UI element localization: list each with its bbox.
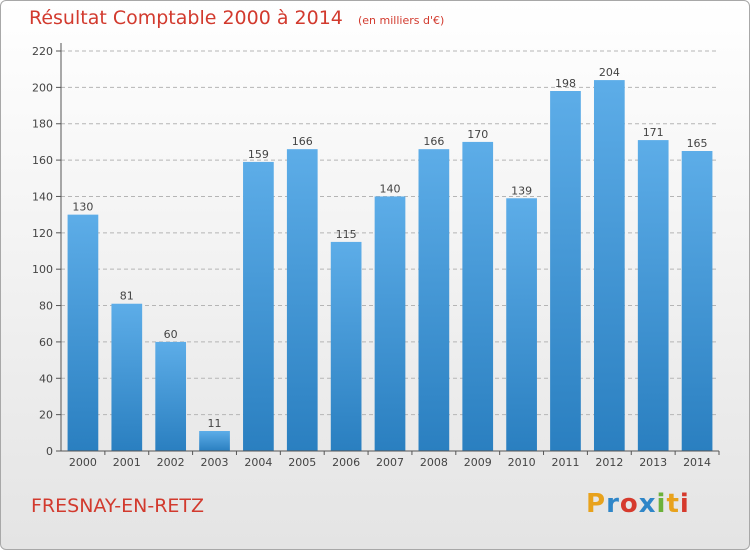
- data-label: 170: [467, 128, 488, 141]
- y-tick-label: 60: [39, 336, 53, 349]
- bar: [462, 141, 494, 451]
- x-tick-label: 2009: [464, 456, 492, 469]
- data-label: 166: [423, 135, 444, 148]
- x-tick-label: 2012: [595, 456, 623, 469]
- commune-name: FRESNAY-EN-RETZ: [31, 495, 205, 517]
- x-tick-label: 2003: [201, 456, 229, 469]
- y-tick-label: 120: [32, 227, 53, 240]
- x-tick-label: 2014: [683, 456, 711, 469]
- y-tick-label: 100: [32, 263, 53, 276]
- data-label: 81: [120, 290, 134, 303]
- x-tick-label: 2011: [551, 456, 579, 469]
- data-label: 130: [72, 201, 93, 214]
- x-tick-label: 2004: [244, 456, 272, 469]
- data-label: 166: [292, 135, 313, 148]
- data-label: 11: [208, 417, 222, 430]
- bar: [637, 140, 669, 451]
- bar: [67, 214, 99, 451]
- chart-subtitle: (en milliers d'€): [357, 14, 445, 27]
- y-tick-label: 160: [32, 154, 53, 167]
- bar-layer: [67, 80, 713, 451]
- y-tick-label: 20: [39, 409, 53, 422]
- x-tick-label: 2000: [69, 456, 97, 469]
- label-layer: 130 81 60 11 159 166 115 140 166 170 139 198 204 171 1…: [72, 66, 707, 430]
- y-tick-label: 40: [39, 372, 53, 385]
- bar: [506, 198, 537, 451]
- bar: [243, 161, 274, 451]
- y-tick-label: 80: [39, 300, 53, 313]
- data-label: 204: [599, 66, 620, 79]
- y-tick-label: 180: [32, 118, 53, 131]
- bar: [111, 303, 143, 451]
- data-label: 140: [380, 182, 401, 195]
- bar: [199, 431, 230, 451]
- data-label: 159: [248, 148, 269, 161]
- x-tick-label: 2007: [376, 456, 404, 469]
- bar: [330, 241, 362, 451]
- data-label: 60: [164, 328, 178, 341]
- x-tick-label: 2002: [157, 456, 185, 469]
- chart-title: Résultat Comptable 2000 à 2014: [29, 7, 343, 29]
- bar: [593, 80, 625, 451]
- x-tick-label: 2013: [639, 456, 667, 469]
- x-tick-label: 2001: [113, 456, 141, 469]
- x-tick-label: 2006: [332, 456, 360, 469]
- axis-layer: 0 20 40 60 80 100 120 140 160 180 200 220 2000 2001 20…: [32, 43, 720, 469]
- y-tick-label: 220: [32, 45, 53, 58]
- y-tick-label: 0: [46, 445, 53, 458]
- bar: [550, 91, 581, 451]
- x-tick-label: 2005: [288, 456, 316, 469]
- proxiti-logo[interactable]: Proxiti: [586, 489, 690, 519]
- title-row: Résultat Comptable 2000 à 2014 (en milli…: [29, 7, 444, 29]
- y-tick-label: 200: [32, 81, 53, 94]
- bar: [374, 196, 406, 451]
- bar: [418, 149, 450, 451]
- data-label: 171: [643, 126, 664, 139]
- x-tick-label: 2010: [508, 456, 536, 469]
- data-label: 139: [511, 184, 532, 197]
- data-label: 115: [336, 228, 357, 241]
- data-label: 198: [555, 77, 576, 90]
- data-label: 165: [687, 137, 708, 150]
- bar: [155, 341, 187, 451]
- bar: [681, 151, 713, 451]
- y-tick-label: 140: [32, 190, 53, 203]
- bar: [286, 149, 318, 451]
- x-tick-label: 2008: [420, 456, 448, 469]
